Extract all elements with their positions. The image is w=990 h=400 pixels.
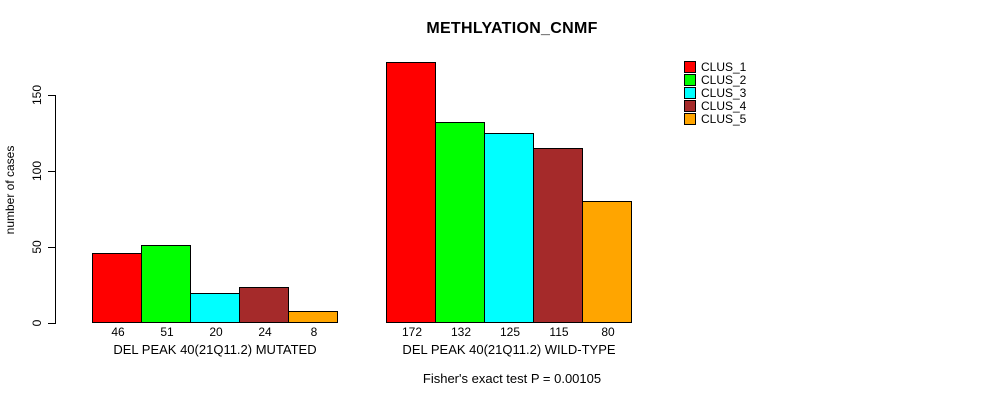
bar-value-label: 132 [450,325,472,339]
legend-label-clus_1: CLUS_1 [701,60,747,74]
legend-swatch-clus_2 [684,74,696,86]
y-tick-mark [48,323,55,324]
bar-value-label: 24 [258,325,272,339]
y-axis-line [55,95,56,324]
bar-clus_1-group1 [386,62,436,323]
y-tick-label: 100 [30,160,44,182]
y-axis-title: number of cases [3,145,17,235]
y-tick-label: 150 [30,84,44,106]
bar-value-label: 8 [310,325,318,339]
legend-label-clus_3: CLUS_3 [701,86,747,100]
bar-clus_4-group1 [533,148,583,323]
bar-clus_2-group0 [141,245,191,323]
y-tick-mark [48,171,55,172]
fisher-test-caption: Fisher's exact test P = 0.00105 [422,371,602,386]
bar-value-label: 115 [549,325,569,339]
group-label-wildtype: DEL PEAK 40(21Q11.2) WILD-TYPE [402,342,616,357]
legend-label-clus_4: CLUS_4 [701,99,747,113]
legend-swatch-clus_1 [684,61,696,73]
legend-swatch-clus_5 [684,113,696,125]
bar-clus_2-group1 [435,122,485,323]
bar-value-label: 172 [401,325,423,339]
legend-label-clus_5: CLUS_5 [701,112,747,126]
legend-swatch-clus_3 [684,87,696,99]
y-tick-label: 50 [30,240,44,254]
bar-clus_5-group0 [288,311,338,323]
bar-value-label: 20 [209,325,223,339]
legend-swatch-clus_4 [684,100,696,112]
group-label-mutated: DEL PEAK 40(21Q11.2) MUTATED [113,342,317,357]
bar-clus_1-group0 [92,253,142,323]
bar-value-label: 80 [601,325,615,339]
bar-clus_3-group0 [190,293,240,323]
legend-label-clus_2: CLUS_2 [701,73,747,87]
chart-title: METHLYATION_CNMF [426,20,598,37]
bar-value-label: 51 [160,325,174,339]
bar-clus_3-group1 [484,133,534,323]
bar-value-label: 125 [499,325,521,339]
y-tick-mark [48,247,55,248]
bar-value-label: 46 [111,325,125,339]
y-tick-label: 0 [30,319,44,327]
bar-clus_4-group0 [239,287,289,323]
bar-clus_5-group1 [582,201,632,323]
y-tick-mark [48,95,55,96]
